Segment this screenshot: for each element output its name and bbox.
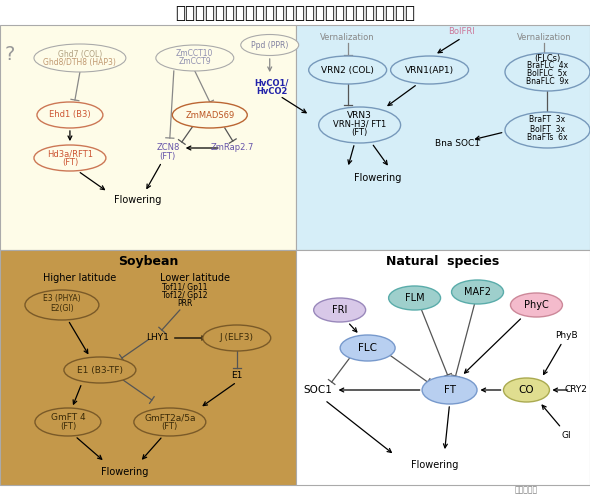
Text: BnaFTs  6x: BnaFTs 6x <box>527 134 568 142</box>
Text: Natural  species: Natural species <box>386 256 499 268</box>
Bar <box>296 25 590 250</box>
Text: VRN1(AP1): VRN1(AP1) <box>405 66 454 74</box>
Text: Hd3a/RFT1: Hd3a/RFT1 <box>47 150 93 158</box>
Text: (FT): (FT) <box>352 128 368 138</box>
Ellipse shape <box>505 112 590 148</box>
Text: 明日之后植物失控新版本一览：全新植物机制大揭秘？: 明日之后植物失控新版本一览：全新植物机制大揭秘？ <box>175 4 415 22</box>
Ellipse shape <box>422 376 477 404</box>
Text: Ghd8/DTH8 (HAP3): Ghd8/DTH8 (HAP3) <box>44 58 116 66</box>
Ellipse shape <box>34 145 106 171</box>
Text: (FT): (FT) <box>160 152 176 160</box>
Ellipse shape <box>391 56 469 84</box>
Text: E2(GI): E2(GI) <box>50 304 74 312</box>
Ellipse shape <box>25 290 99 320</box>
Text: Flowering: Flowering <box>114 195 161 205</box>
Text: E1: E1 <box>231 372 242 380</box>
Text: Bna SOC1: Bna SOC1 <box>435 140 480 148</box>
Ellipse shape <box>241 34 298 56</box>
Text: (FT): (FT) <box>162 422 178 432</box>
Text: CO: CO <box>519 385 534 395</box>
Text: PhyB: PhyB <box>555 330 578 340</box>
Text: BoIFLC  5x: BoIFLC 5x <box>527 70 567 78</box>
Text: MAF2: MAF2 <box>464 287 491 297</box>
Ellipse shape <box>511 293 563 317</box>
Text: Ghd7 (COL): Ghd7 (COL) <box>58 50 102 58</box>
Ellipse shape <box>35 408 101 436</box>
Text: (FT): (FT) <box>60 422 76 432</box>
Text: E3 (PHYA): E3 (PHYA) <box>43 294 81 304</box>
Text: ?: ? <box>5 46 15 64</box>
Ellipse shape <box>156 45 234 71</box>
Text: J (ELF3): J (ELF3) <box>220 334 254 342</box>
Text: BoIFRI: BoIFRI <box>448 28 475 36</box>
Text: ZmRap2.7: ZmRap2.7 <box>211 144 255 152</box>
Text: Flowering: Flowering <box>354 173 401 183</box>
Text: CRY2: CRY2 <box>565 386 588 394</box>
Text: SOC1: SOC1 <box>303 385 332 395</box>
Text: HvCO2: HvCO2 <box>256 86 287 96</box>
Ellipse shape <box>505 53 590 91</box>
Ellipse shape <box>34 44 126 72</box>
Ellipse shape <box>340 335 395 361</box>
Text: FLC: FLC <box>358 343 377 353</box>
Text: E1 (B3-TF): E1 (B3-TF) <box>77 366 123 374</box>
Text: FT: FT <box>444 385 456 395</box>
Ellipse shape <box>134 408 206 436</box>
Text: PhyC: PhyC <box>524 300 549 310</box>
Ellipse shape <box>319 107 401 143</box>
Text: FRI: FRI <box>332 305 348 315</box>
Bar <box>296 250 590 485</box>
Text: BraFLC  4x: BraFLC 4x <box>527 62 568 70</box>
Bar <box>0 25 296 250</box>
Text: 完美手游网: 完美手游网 <box>515 486 538 494</box>
Text: ZmCCT10: ZmCCT10 <box>176 50 213 58</box>
Text: GmFT 4: GmFT 4 <box>51 414 85 422</box>
Text: BolFT  3x: BolFT 3x <box>530 124 565 134</box>
Ellipse shape <box>452 280 504 304</box>
Text: PRR: PRR <box>177 298 193 308</box>
Text: ZmCCT9: ZmCCT9 <box>178 58 211 66</box>
Text: GmFT2a/5a: GmFT2a/5a <box>144 414 196 422</box>
Bar <box>0 250 296 485</box>
Text: Flowering: Flowering <box>411 460 458 470</box>
Ellipse shape <box>309 56 387 84</box>
Text: (FT): (FT) <box>62 158 78 166</box>
Text: Soybean: Soybean <box>118 256 178 268</box>
Text: Ppd (PPR): Ppd (PPR) <box>251 40 288 50</box>
Text: VRN2 (COL): VRN2 (COL) <box>322 66 374 74</box>
Text: (FLCs): (FLCs) <box>534 54 561 62</box>
Text: HvCO1/: HvCO1/ <box>255 78 289 88</box>
Bar <box>0 0 590 25</box>
Ellipse shape <box>314 298 366 322</box>
Text: BnaFLC  9x: BnaFLC 9x <box>526 78 569 86</box>
Text: Ehd1 (B3): Ehd1 (B3) <box>49 110 91 120</box>
Text: Flowering: Flowering <box>101 467 148 477</box>
Text: FLM: FLM <box>405 293 424 303</box>
Text: LHY1: LHY1 <box>147 334 169 342</box>
Text: ZCN8: ZCN8 <box>156 144 180 152</box>
Ellipse shape <box>173 102 247 128</box>
Ellipse shape <box>389 286 440 310</box>
Ellipse shape <box>504 378 550 402</box>
Text: GI: GI <box>561 430 571 440</box>
Text: VRN3: VRN3 <box>347 110 372 120</box>
Ellipse shape <box>37 102 103 128</box>
Text: Vernalization: Vernalization <box>517 32 571 42</box>
Text: BraFT  3x: BraFT 3x <box>530 116 566 124</box>
Text: ZmMADS69: ZmMADS69 <box>185 110 235 120</box>
Text: Vernalization: Vernalization <box>320 32 375 42</box>
Text: Lower latitude: Lower latitude <box>160 273 230 283</box>
Ellipse shape <box>203 325 271 351</box>
Text: VRN-H3/ FT1: VRN-H3/ FT1 <box>333 120 387 128</box>
Text: Tof11/ Gp11: Tof11/ Gp11 <box>162 282 207 292</box>
Ellipse shape <box>64 357 136 383</box>
Text: Tof12/ Gp12: Tof12/ Gp12 <box>162 290 207 300</box>
Text: Higher latitude: Higher latitude <box>43 273 116 283</box>
